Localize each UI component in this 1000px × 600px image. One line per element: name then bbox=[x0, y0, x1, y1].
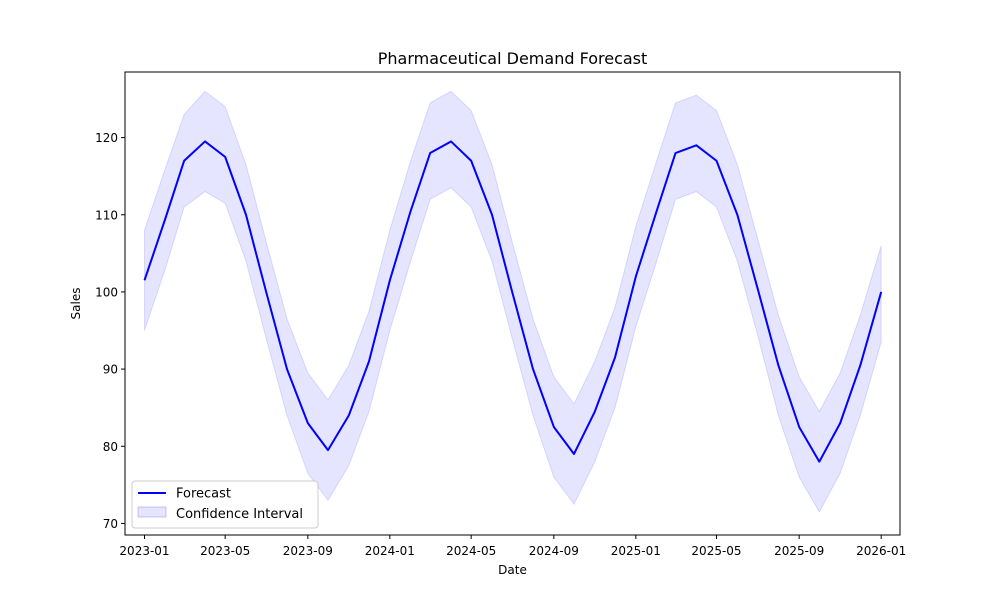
x-tick-label: 2025-05 bbox=[691, 544, 741, 558]
y-tick-label: 120 bbox=[95, 131, 118, 145]
plot-frame bbox=[124, 71, 901, 536]
x-tick-label: 2023-01 bbox=[119, 544, 169, 558]
y-tick-label: 70 bbox=[103, 517, 118, 531]
x-tick-label: 2024-09 bbox=[529, 544, 579, 558]
x-tick-label: 2023-09 bbox=[283, 544, 333, 558]
x-tick-label: 2025-01 bbox=[611, 544, 661, 558]
chart-title: Pharmaceutical Demand Forecast bbox=[378, 49, 648, 68]
plot-layer bbox=[143, 90, 883, 513]
confidence-interval-band bbox=[143, 90, 882, 513]
x-axis-title: Date bbox=[498, 563, 527, 577]
x-axis: 2023-01 2023-05 2023-09 2024-01 2024-05 2024-… bbox=[119, 535, 906, 558]
legend-forecast-label: Forecast bbox=[176, 487, 231, 502]
x-tick-label: 2024-05 bbox=[446, 544, 496, 558]
y-tick-label: 90 bbox=[103, 363, 118, 377]
legend: Forecast Confidence Interval bbox=[131, 480, 319, 529]
y-tick-label: 110 bbox=[95, 208, 118, 222]
legend-confidence-swatch bbox=[137, 506, 167, 518]
y-axis-title: Sales bbox=[69, 288, 83, 320]
x-tick-label: 2025-09 bbox=[774, 544, 824, 558]
x-tick-label: 2026-01 bbox=[856, 544, 906, 558]
y-tick-label: 100 bbox=[95, 285, 118, 299]
x-tick-label: 2024-01 bbox=[365, 544, 415, 558]
y-axis: 70 80 90 100 110 120 bbox=[95, 131, 125, 531]
y-tick-label: 80 bbox=[103, 440, 118, 454]
legend-confidence-label: Confidence Interval bbox=[176, 507, 303, 522]
x-tick-label: 2023-05 bbox=[200, 544, 250, 558]
legend-box bbox=[131, 480, 319, 529]
forecast-line bbox=[143, 140, 883, 463]
